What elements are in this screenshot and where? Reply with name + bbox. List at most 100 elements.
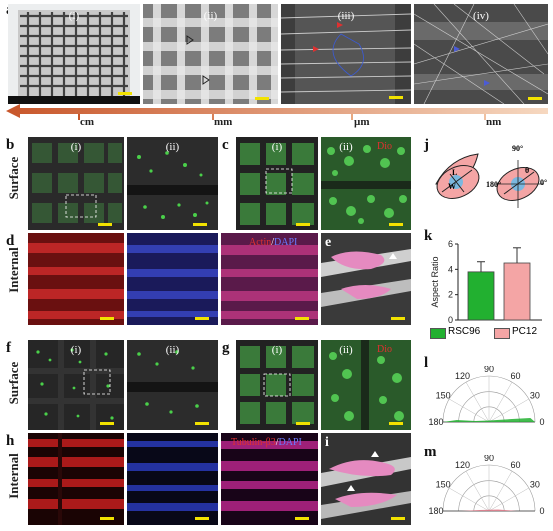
- merge-image: [221, 233, 318, 325]
- j-label-0: 0°: [540, 178, 548, 187]
- bar-PC12: [503, 262, 531, 321]
- polar-angle-label: 60: [510, 460, 520, 470]
- polar-spoke: [488, 398, 529, 423]
- scale-label-cm: cm: [80, 116, 95, 128]
- panel-letter-f: f: [6, 340, 11, 356]
- green-grid-image-2: [28, 340, 124, 430]
- panel-b-sub-ii: (ii): [165, 141, 180, 153]
- dio-grid-image-2: [236, 340, 318, 430]
- panel-b-fluorescence-ii: (ii): [127, 137, 218, 230]
- polar-spoke: [488, 487, 529, 512]
- panel-c-stain-label: Dio: [377, 141, 392, 152]
- green-cells-zoom: [127, 137, 218, 230]
- row-label-surface-1: Surface: [6, 156, 21, 200]
- row-label-internal-2: Internal: [6, 453, 21, 499]
- panel-letter-k: k: [424, 228, 433, 244]
- panel-f-fluorescence-i: (i): [28, 340, 124, 430]
- stain-dapi: DAPI: [274, 237, 298, 248]
- polar-spoke: [449, 487, 490, 512]
- panel-letter-b: b: [6, 137, 15, 153]
- 3d-neurites-render: [321, 433, 411, 525]
- j-label-180: 180°: [486, 180, 502, 189]
- green-grid-image: [28, 137, 124, 230]
- panel-c-fluorescence-ii: (ii) Dio: [321, 137, 411, 230]
- dapi-image-2: [127, 433, 218, 525]
- panel-a-sub-ii: (ii): [203, 10, 218, 22]
- panel-a-sub-i: (i): [68, 10, 80, 22]
- panel-c-fluorescence-i: (i): [236, 137, 318, 230]
- polar-angle-label: 30: [530, 391, 540, 401]
- polar-angle-label: 120: [455, 460, 470, 470]
- panel-letter-c: c: [222, 137, 229, 153]
- panel-h-dapi: [127, 433, 218, 525]
- legend-label-pc12: PC12: [512, 326, 538, 337]
- dio-cells-zoom: [321, 137, 411, 230]
- panel-letter-m: m: [424, 444, 437, 460]
- legend-label-rsc96: RSC96: [448, 326, 481, 337]
- panel-letter-j: j: [424, 137, 429, 153]
- scale-label-nm: nm: [486, 116, 502, 128]
- dio-grid-image: [236, 137, 318, 230]
- polar-angle-label: 150: [436, 391, 451, 401]
- j-label-90: 90°: [512, 144, 524, 153]
- panel-d-dapi: [127, 233, 218, 325]
- actin-image: [28, 233, 124, 325]
- panel-letter-i: i: [325, 435, 329, 450]
- polar-spoke: [488, 382, 513, 423]
- stain-sep: /: [271, 237, 274, 248]
- polar-chart-m: 180 150 120 90 60 30 0: [428, 455, 544, 516]
- stain-sep-2: /: [275, 437, 279, 448]
- polar-spoke: [465, 382, 490, 423]
- y-tick-label: 0: [448, 315, 453, 325]
- polar-spoke: [465, 471, 490, 512]
- stain-actin: Actin: [249, 237, 272, 248]
- legend-swatch-rsc96: [430, 328, 446, 339]
- panel-f-sub-ii: (ii): [165, 344, 180, 356]
- panel-letter-e: e: [325, 235, 332, 250]
- panel-g-stain-label: Dio: [377, 344, 392, 355]
- y-tick-label: 4: [448, 264, 453, 274]
- merge-image-2: [221, 433, 318, 525]
- aspect-ratio-bar-chart: 0 2 4 6 Aspect Ratio: [430, 239, 542, 325]
- polar-angle-label: 120: [455, 371, 470, 381]
- polar-series: [461, 509, 517, 511]
- scale-arrow: [6, 104, 548, 120]
- polar-series: [443, 418, 535, 422]
- panel-letter-h: h: [6, 433, 15, 449]
- panel-a-sub-iii: (iii): [337, 10, 355, 22]
- panel-letter-d: d: [6, 233, 15, 249]
- panel-f-fluorescence-ii: (ii): [127, 340, 218, 430]
- polar-spoke: [449, 398, 490, 423]
- panel-g-fluorescence-ii: (ii) Dio: [321, 340, 411, 430]
- scaffold-photo: [8, 4, 140, 104]
- panel-a-sem-um: (iii): [281, 4, 411, 104]
- polar-angle-label: 180: [428, 506, 443, 516]
- dio-cells-zoom-2: [321, 340, 411, 430]
- scale-label-um: µm: [354, 116, 370, 128]
- panel-g-fluorescence-i: (i): [236, 340, 318, 430]
- panel-d-merge: Actin/DAPI: [221, 233, 318, 325]
- 3d-cells-render: [321, 233, 411, 325]
- polar-angle-label: 150: [436, 480, 451, 490]
- sem-fibers: [281, 4, 411, 104]
- green-cells-zoom-2: [127, 340, 218, 430]
- j-label-theta: θ: [525, 166, 530, 175]
- legend-swatch-pc12: [494, 328, 510, 339]
- stain-dapi-2: DAPI: [278, 437, 302, 448]
- panel-a-micrograph-mm: (ii): [143, 4, 278, 104]
- panel-d-stain-label: Actin/DAPI: [249, 237, 297, 248]
- j-label-L: L: [452, 168, 458, 177]
- panel-a-sub-iv: (iv): [473, 10, 489, 22]
- row-label-surface-2: Surface: [6, 361, 21, 405]
- y-tick-label: 2: [448, 290, 453, 300]
- bar-RSC96: [467, 271, 495, 321]
- panel-f-sub-i: (i): [70, 344, 82, 356]
- stain-tubulin: Tubulin-β3: [231, 437, 276, 448]
- dapi-image: [127, 233, 218, 325]
- panel-b-fluorescence-i: (i): [28, 137, 124, 230]
- polar-angle-label: 90: [484, 455, 494, 463]
- panel-e-3d-render: e: [321, 233, 411, 325]
- polar-angle-label: 30: [530, 480, 540, 490]
- cell-shape-diagram: [435, 153, 544, 208]
- panel-h-merge: Tubulin-β3/DAPI: [221, 433, 318, 525]
